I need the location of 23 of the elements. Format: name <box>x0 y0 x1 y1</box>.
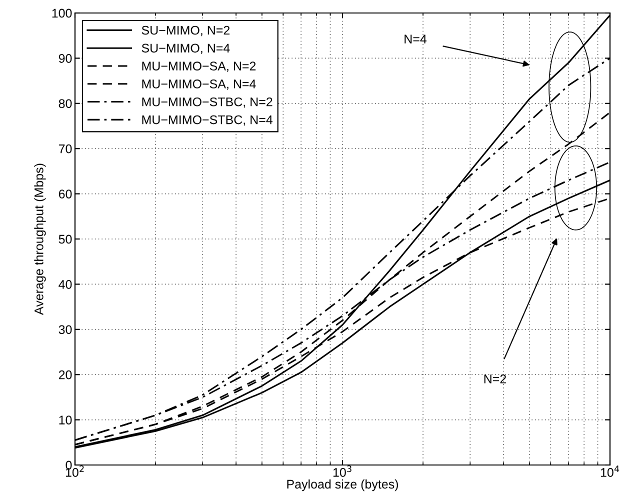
legend-label: SU−MIMO, N=4 <box>142 44 230 54</box>
y-tick-label: 100 <box>52 8 72 18</box>
x-tick-label: 10$^{3}$ <box>333 465 352 477</box>
x-axis-title: Payload size (bytes) <box>287 479 398 492</box>
y-axis-title: Average throughput (Mbps) <box>34 164 46 315</box>
y-tick-label: 70 <box>58 144 72 154</box>
y-tick-label: 20 <box>58 370 72 380</box>
legend-label: MU−MIMO−STBC, N=4 <box>142 115 273 126</box>
y-tick-label: 80 <box>58 99 72 108</box>
y-tick-label: 50 <box>58 234 72 244</box>
y-tick-label: 0 <box>66 460 72 470</box>
y-tick-label: 60 <box>58 190 72 198</box>
legend-label: MU−MIMO−SA, N=4 <box>142 80 256 90</box>
y-tick-label: 90 <box>58 54 72 63</box>
legend-label: MU−MIMO−STBC, N=2 <box>142 97 272 108</box>
y-tick-label: 10 <box>59 416 72 424</box>
y-tick-label: 40 <box>58 280 72 289</box>
y-tick-label: 30 <box>58 325 72 334</box>
annotation: N=2 <box>484 374 506 384</box>
x-tick-label: 10$^{4}$ <box>600 466 620 477</box>
annotation: N=4 <box>404 34 427 44</box>
legend-label: SU−MIMO, N=2 <box>142 26 230 36</box>
legend-label: MU−MIMO−SA, N=2 <box>142 62 256 72</box>
